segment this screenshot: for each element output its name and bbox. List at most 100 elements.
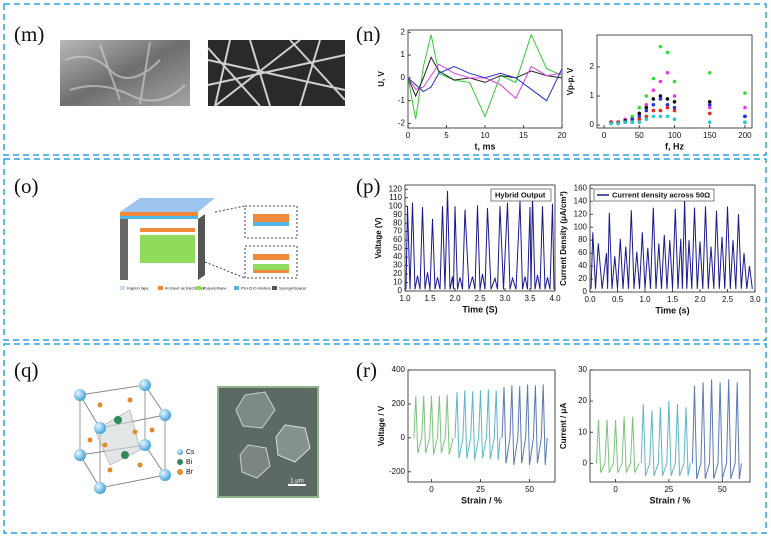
y-tick-label: 0 [398,286,403,295]
y-tick-label: 1 [401,50,406,59]
sem-image-q: 1 μm [217,386,319,498]
scatter-point [637,111,642,116]
y-tick-label: 40 [578,261,587,270]
panel-label: (o) [14,174,39,198]
scatter-point [665,114,670,119]
scatter-point [637,117,642,122]
x-axis-label: f, Hz [665,141,684,151]
x-tick-label: 50 [718,485,727,494]
x-axis-label: Strain / % [461,495,502,505]
scatter-point [707,105,712,110]
y-tick-label: 0 [583,287,588,296]
y-tick-label: 100 [574,222,588,231]
y-tick-label: -1 [398,96,406,105]
scatter-point [637,114,642,119]
row-frame [3,343,767,534]
scatter-point [665,70,670,75]
legend-label: Polyurethane [203,286,227,291]
scatter-point [658,44,663,49]
legend-swatch [272,286,277,290]
x-tick-label: 3.5 [524,294,536,303]
legend-label: Kapton tape [127,286,149,291]
y-tick-label: 1 [590,91,595,100]
legend-swatch [177,469,183,475]
legend-label: Current density across 50Ω [612,190,710,199]
y-tick-label: 60 [393,235,402,244]
legend-swatch [177,449,183,455]
legend-swatch [177,459,183,465]
legend-label: Al sheet as Electrodes [165,286,205,291]
scatter-point [658,97,663,101]
scatter-point [630,117,635,122]
x-tick-label: 2.5 [474,294,486,303]
legend-swatch [120,286,125,290]
y-tick-label: 0 [583,458,588,467]
atom-legend: Cs Bi Br [177,449,195,476]
scatter-point [665,102,670,107]
scatter-point [707,70,712,75]
y-tick-label: 40 [393,252,402,261]
y-axis-label: Current Density (μA/cm²) [559,191,568,286]
y-axis-label: Current / μA [559,403,568,449]
panel-label: (m) [14,22,44,46]
y-tick-label: -2 [398,119,406,128]
scatter-point [672,94,677,98]
legend-label: Br [186,469,194,476]
scatter-point [672,100,677,104]
y-tick-label: 400 [392,365,406,374]
scatter-point [651,114,656,119]
y-tick-label: 10 [578,427,587,436]
series-line [413,394,454,455]
x-tick-label: 15 [519,131,528,140]
x-axis-label: Time (s) [655,305,689,315]
y-tick-label: 140 [574,196,588,205]
y-tick-label: 20 [578,274,587,283]
legend-label: PU+ZnO mixture [241,286,272,291]
scatter-point [672,108,677,113]
scatter-point [658,79,663,84]
y-tick-label: 30 [393,261,402,270]
scatter-point [658,108,663,113]
y-tick-label: 80 [393,218,402,227]
y-tick-label: -200 [389,467,406,476]
scatter-point [644,108,649,113]
scatter-point [637,105,642,110]
legend-swatch [234,286,239,290]
sem-images-m [60,39,346,107]
legend-label: Hybrid Output [495,190,546,199]
scatter-point [743,120,747,124]
scatter-point [623,120,627,124]
scatter-point [609,121,613,126]
legend-label: Bi [186,459,193,466]
y-axis-label: Vp-p, V [566,67,575,95]
scatter-point [672,105,677,110]
plot-frame [589,369,751,483]
y-tick-label: 110 [389,193,402,202]
x-tick-label: 3.0 [749,295,761,304]
x-tick-label: 0 [406,131,411,140]
y-tick-label: 200 [392,399,406,408]
y-tick-label: 0 [401,73,406,82]
scatter-point [665,50,670,55]
plot-frame [407,369,556,483]
x-tick-label: 50 [635,131,644,140]
scatter-point [644,105,649,110]
sem-image [60,40,190,106]
x-tick-label: 1.5 [424,294,436,303]
x-tick-label: 50 [525,485,534,494]
x-tick-label: 4.0 [549,294,561,303]
panel-label: (n) [356,22,381,46]
y-tick-label: 2 [401,27,406,36]
x-axis-label: t, ms [474,141,495,151]
y-tick-label: 90 [393,210,402,219]
x-tick-label: 150 [703,131,717,140]
scatter-point [707,120,712,124]
legend-box [593,188,715,202]
y-tick-label: 2 [590,62,595,71]
series-line [407,33,563,119]
scatter-point [665,97,670,101]
legend-box [490,188,552,202]
scatter-point [644,102,649,107]
panel-label: (q) [14,358,39,382]
